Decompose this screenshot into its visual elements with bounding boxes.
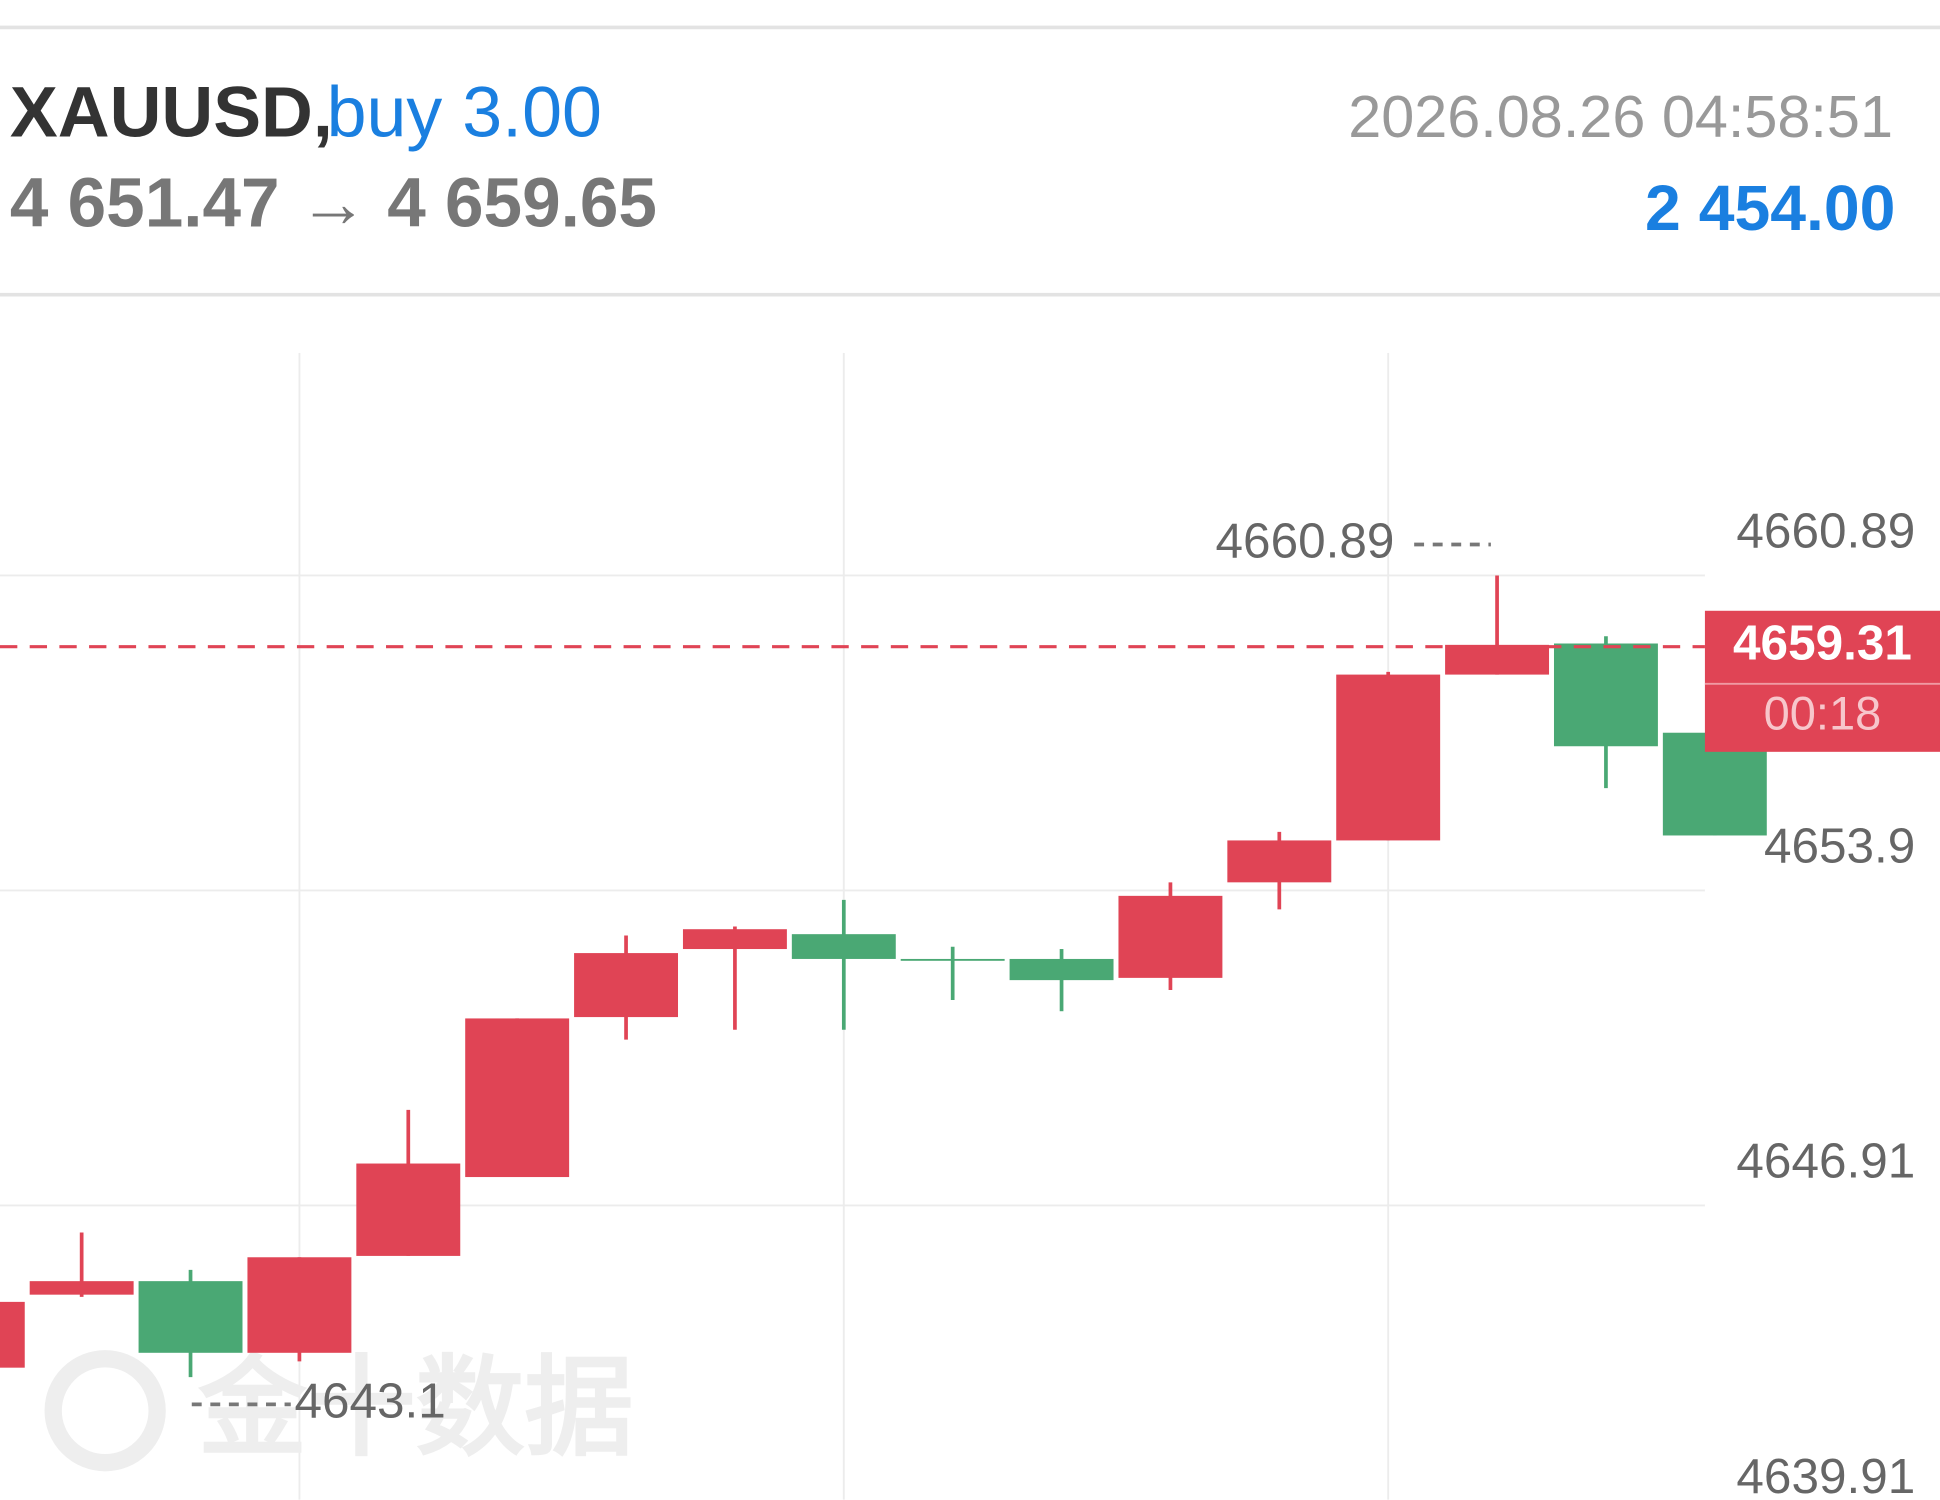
y-tick-label: 4660.89	[1736, 504, 1915, 559]
y-tick-label: 4646.91	[1736, 1134, 1915, 1189]
candle-body	[682, 929, 787, 950]
y-tick-label: 4639.91	[1736, 1449, 1915, 1500]
candle-body	[0, 1301, 25, 1368]
y-tick-label: 4653.9	[1764, 819, 1915, 874]
candle-body	[1118, 895, 1223, 978]
high-label: 4660.89	[1216, 514, 1395, 569]
side: buy 3.00	[327, 73, 602, 153]
prices: 4 651.47 → 4 659.65	[10, 163, 657, 241]
candle-body	[29, 1281, 134, 1295]
watermark: 金十数据	[197, 1348, 633, 1470]
profit: 2 454.00	[1645, 172, 1895, 244]
candle-body	[791, 934, 896, 959]
price-badge	[1704, 610, 1940, 752]
candle-body	[1553, 643, 1658, 747]
candle-body	[247, 1257, 352, 1353]
candle-body	[1009, 958, 1114, 981]
symbol: XAUUSD,	[10, 73, 333, 153]
candle-body	[900, 958, 1005, 961]
candle-body	[1227, 840, 1332, 883]
countdown: 00:18	[1764, 687, 1882, 740]
candle-body	[356, 1163, 461, 1256]
time: 2026.08.26 04:58:51	[1348, 83, 1893, 150]
candle-body	[1336, 674, 1441, 841]
low-label: 4643.1	[294, 1373, 445, 1428]
candle-body	[574, 953, 679, 1018]
watermark-logo	[44, 1350, 166, 1472]
candle-body	[1445, 644, 1550, 675]
candle-body	[138, 1281, 243, 1353]
candle-body	[465, 1018, 570, 1178]
plot: 金十数据	[0, 352, 1767, 1500]
current-price: 4659.31	[1733, 616, 1912, 671]
